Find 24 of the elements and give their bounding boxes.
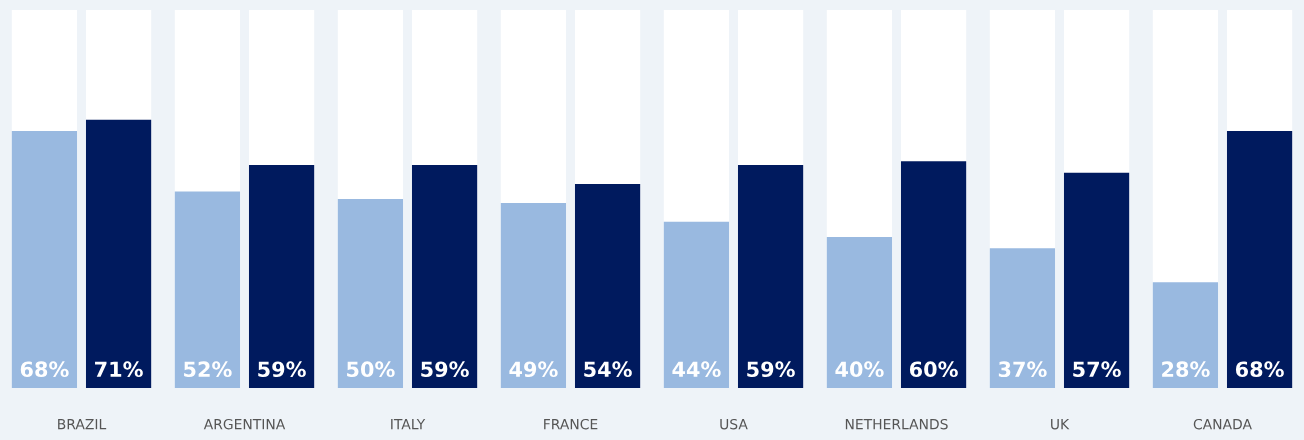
x-tick-label: NETHERLANDS: [845, 418, 948, 430]
data-label: 68%: [1235, 361, 1284, 378]
data-label: 28%: [1162, 361, 1210, 378]
data-label: 68%: [20, 361, 69, 378]
data-label: 57%: [1073, 361, 1121, 378]
x-tick-label: FRANCE: [544, 418, 598, 430]
data-label: 54%: [584, 361, 632, 378]
data-label: 59%: [747, 361, 795, 378]
data-label: 37%: [998, 361, 1047, 378]
x-tick-label: CANADA: [1193, 418, 1252, 430]
data-label: 59%: [421, 361, 469, 378]
data-label: 71%: [95, 361, 143, 378]
x-tick-label: BRAZIL: [58, 419, 107, 430]
data-label: 60%: [909, 361, 958, 378]
x-tick-label: ITALY: [391, 419, 426, 430]
data-label: 59%: [258, 361, 306, 378]
data-label: 44%: [672, 361, 721, 378]
x-tick-label: UK: [1051, 419, 1070, 430]
x-tick-label: ARGENTINA: [203, 418, 286, 430]
data-label: 40%: [835, 361, 884, 378]
data-label: 50%: [347, 361, 395, 378]
x-tick-label: USA: [720, 418, 748, 430]
data-label: 49%: [509, 361, 558, 378]
data-label: 52%: [184, 361, 232, 378]
